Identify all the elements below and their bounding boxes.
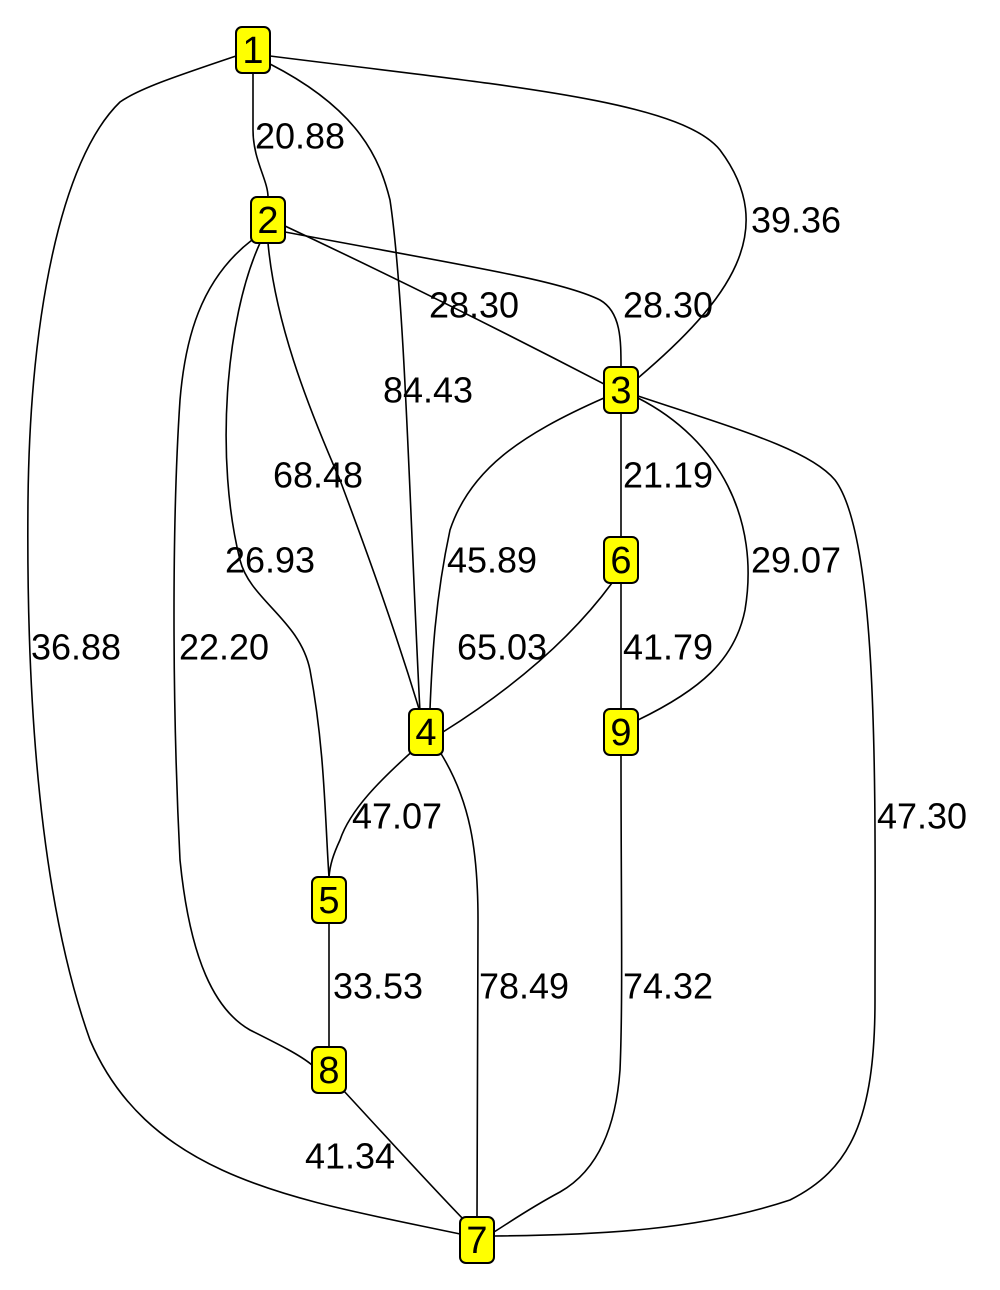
node-label-2: 2	[257, 200, 278, 242]
node-box-9	[603, 708, 639, 756]
edge-weight-2-3: 28.30	[623, 285, 713, 326]
node-4: 4	[408, 708, 444, 756]
node-5: 5	[311, 876, 347, 924]
edge-1-4	[269, 63, 421, 713]
edge-weight-1-4: 84.43	[383, 370, 473, 411]
node-box-5	[311, 876, 347, 924]
edge-4-5	[328, 747, 417, 878]
node-label-7: 7	[466, 1220, 487, 1262]
node-1: 1	[235, 26, 271, 74]
node-box-3	[603, 366, 639, 414]
edge-weight-4-5: 47.07	[352, 796, 442, 837]
edge-weight-2-4: 68.48	[273, 455, 363, 496]
edge-weight-9-7: 74.32	[623, 966, 713, 1007]
edge-weight-4-7: 78.49	[479, 966, 569, 1007]
edge-2-4	[267, 242, 421, 713]
edge-2-8	[173, 239, 313, 1066]
edge-2-5	[225, 242, 330, 878]
edge-9-7	[493, 754, 623, 1233]
node-box-8	[311, 1046, 347, 1094]
node-7: 7	[459, 1216, 495, 1264]
node-box-4	[408, 708, 444, 756]
node-label-3: 3	[610, 370, 631, 412]
edge-weight-2-8: 22.20	[179, 627, 269, 668]
edge-weight-3-6: 21.19	[623, 455, 713, 496]
node-6: 6	[603, 536, 639, 584]
node-box-6	[603, 536, 639, 584]
node-box-7	[459, 1216, 495, 1264]
edge-8-7	[342, 1089, 467, 1223]
edge-4-7	[439, 751, 479, 1218]
edge-3-9	[637, 397, 749, 721]
edge-weight-8-7: 41.34	[305, 1136, 395, 1177]
edge-weights-layer: 20.88 39.36 84.43 36.88 28.30 28.30 68.48 26.93…	[31, 116, 967, 1177]
edge-weight-1-3: 39.36	[751, 200, 841, 241]
nodes-layer: 1 2 3 4 5 6 7 8 9	[235, 26, 639, 1264]
edge-weight-5-8: 33.53	[333, 966, 423, 1007]
edge-1-3	[269, 55, 747, 379]
node-box-2	[250, 196, 286, 244]
edges-layer	[27, 55, 876, 1237]
edge-weight-3-7: 47.30	[877, 796, 967, 837]
edge-weight-1-7: 36.88	[31, 627, 121, 668]
edge-weight-2-3: 28.30	[429, 285, 519, 326]
edge-weight-3-4: 45.89	[447, 540, 537, 581]
edge-2-3	[284, 225, 605, 385]
node-label-5: 5	[318, 880, 339, 922]
node-9: 9	[603, 708, 639, 756]
edge-1-2	[252, 74, 269, 198]
node-8: 8	[311, 1046, 347, 1094]
edge-weight-2-5: 26.93	[225, 540, 315, 581]
node-box-1	[235, 26, 271, 74]
node-label-8: 8	[318, 1050, 339, 1092]
edge-2-3	[284, 231, 622, 369]
node-3: 3	[603, 366, 639, 414]
edge-3-4	[429, 397, 605, 710]
edge-weight-6-4: 65.03	[457, 627, 547, 668]
node-2: 2	[250, 196, 286, 244]
node-label-6: 6	[610, 540, 631, 582]
node-label-1: 1	[242, 30, 263, 72]
edge-weight-6-9: 41.79	[623, 627, 713, 668]
edge-1-7	[27, 55, 461, 1235]
node-label-9: 9	[610, 712, 631, 754]
edge-3-7	[493, 395, 876, 1237]
edge-weight-3-9: 29.07	[751, 540, 841, 581]
node-label-4: 4	[415, 712, 436, 754]
edge-6-4	[442, 582, 613, 733]
edge-weight-1-2: 20.88	[255, 116, 345, 157]
